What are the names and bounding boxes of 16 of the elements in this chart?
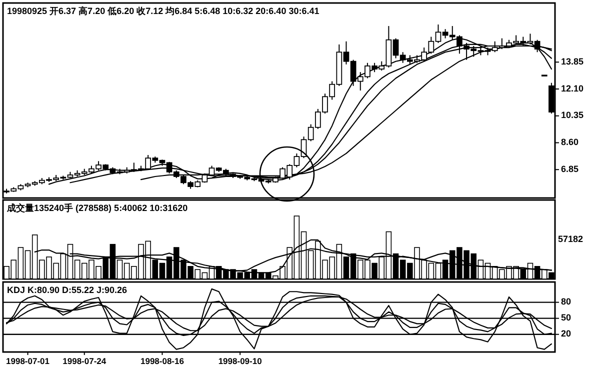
y-tick-label: 13.85 [561, 56, 584, 66]
chart-title: 19980925 开6.37 高7.20 低6.20 收7.12 均6.84 5:6.48 10:6.32 20:6.40 30:6.41 [7, 6, 320, 16]
x-tick-label: 1998-09-10 [218, 356, 262, 366]
y-tick-label: 80 [561, 296, 572, 307]
y-tick-label: 8.60 [561, 137, 579, 148]
y-tick-label: 12.10 [561, 83, 584, 94]
chart-title: 成交量135240手 (278588) 5:40062 10:31620 [6, 203, 188, 213]
y-tick-label: 6.85 [561, 164, 579, 174]
y-tick-label: 50 [561, 312, 572, 323]
y-tick-label: 20 [561, 328, 572, 339]
chart-title: KDJ K:80.90 D:55.22 J:90.26 [7, 285, 128, 295]
x-tick-label: 1998-07-01 [6, 356, 50, 366]
x-tick-label: 1998-07-24 [62, 356, 106, 366]
x-tick-label: 1998-08-16 [140, 356, 184, 366]
y-tick-label: 10.35 [561, 110, 584, 120]
text: 57182 [558, 234, 584, 244]
